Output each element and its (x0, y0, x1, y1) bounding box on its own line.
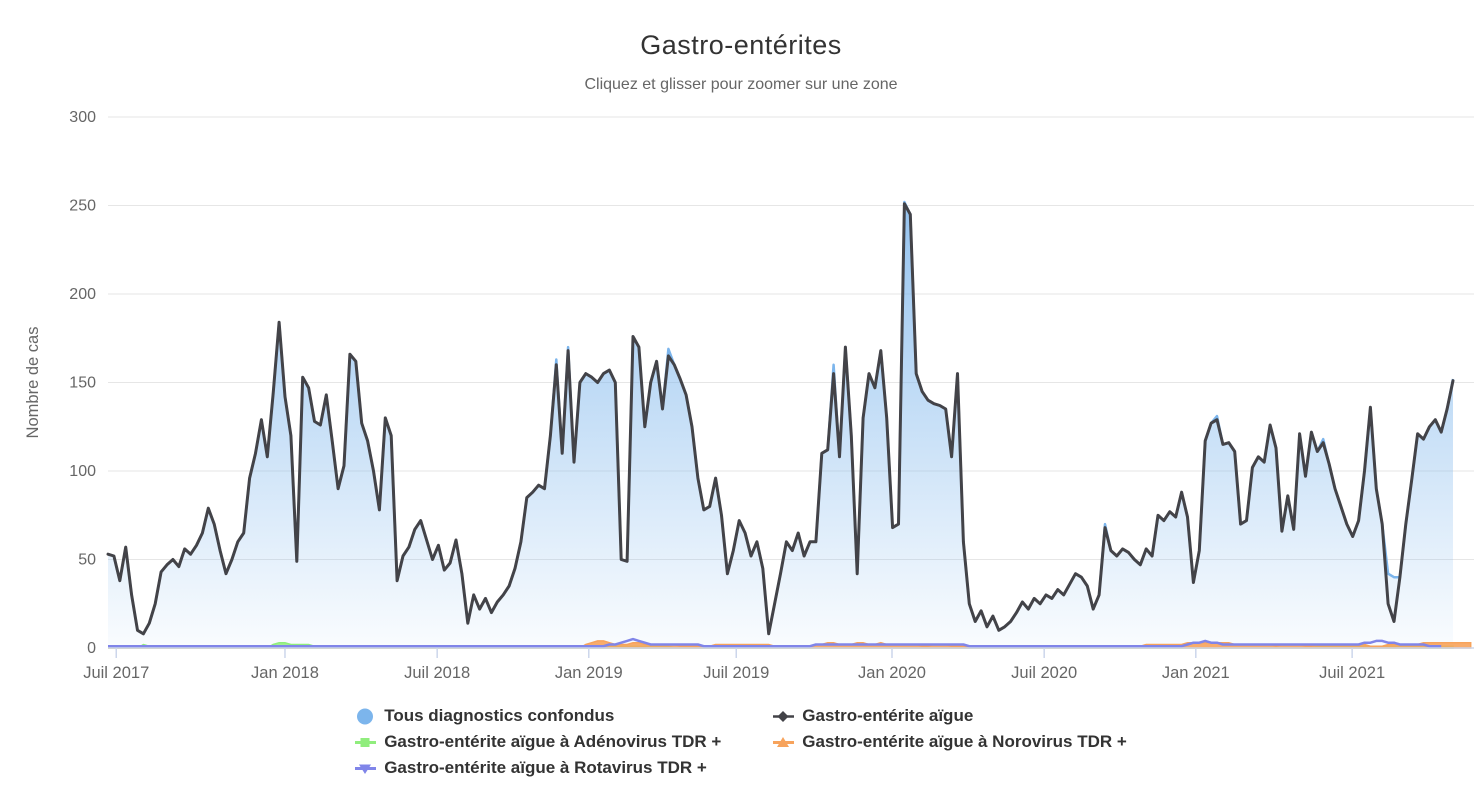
x-axis-label: Juil 2018 (404, 664, 470, 682)
y-axis-title: Nombre de cas (24, 327, 42, 439)
legend-column-left: Tous diagnostics confondus Gastro-entéri… (355, 703, 721, 781)
legend-item-norovirus[interactable]: Gastro-entérite aïgue à Norovirus TDR + (773, 729, 1127, 755)
triangle-down-marker-icon (355, 760, 377, 777)
x-axis-label: Juil 2017 (83, 664, 149, 682)
legend-item-tous-diagnostics[interactable]: Tous diagnostics confondus (355, 703, 721, 729)
legend-item-gastro-aigue[interactable]: Gastro-entérite aïgue (773, 703, 1127, 729)
y-axis-label: 200 (69, 286, 96, 303)
y-axis-label: 250 (69, 198, 96, 215)
plot-zoom-region[interactable] (108, 117, 1474, 648)
x-axis-label: Jan 2020 (858, 664, 926, 682)
y-axis-label: 0 (87, 640, 96, 657)
circle-marker-icon (355, 708, 377, 725)
legend: Tous diagnostics confondus Gastro-entéri… (0, 703, 1482, 781)
diamond-marker-icon (773, 708, 795, 725)
legend-label: Gastro-entérite aïgue à Adénovirus TDR + (384, 732, 722, 751)
legend-column-right: Gastro-entérite aïgue Gastro-entérite aï… (773, 703, 1127, 781)
x-axis-label: Juil 2021 (1319, 664, 1385, 682)
x-axis-label: Juil 2019 (703, 664, 769, 682)
y-axis-label: 300 (69, 109, 96, 126)
triangle-up-marker-icon (773, 734, 795, 751)
x-axis-label: Juil 2020 (1011, 664, 1077, 682)
chart-title: Gastro-entérites (640, 30, 842, 60)
legend-item-adenovirus[interactable]: Gastro-entérite aïgue à Adénovirus TDR + (355, 729, 721, 755)
chart-subtitle: Cliquez et glisser pour zoomer sur une z… (584, 76, 898, 93)
legend-label: Tous diagnostics confondus (384, 706, 615, 725)
square-marker-icon (355, 734, 377, 751)
x-axis-label: Jan 2021 (1162, 664, 1230, 682)
series-area-tous-diagnostics (108, 202, 1453, 648)
series-line-rotavirus (108, 637, 1442, 648)
legend-label: Gastro-entérite aïgue à Norovirus TDR + (802, 732, 1127, 751)
legend-label: Gastro-entérite aïgue (802, 706, 974, 725)
y-axis-label: 150 (69, 375, 96, 392)
x-axis-label: Jan 2019 (555, 664, 623, 682)
y-axis-label: 50 (78, 552, 96, 569)
x-axis-label: Jan 2018 (251, 664, 319, 682)
y-axis-label: 100 (69, 463, 96, 480)
series-line-gastro-aigue (106, 202, 1455, 636)
legend-item-rotavirus[interactable]: Gastro-entérite aïgue à Rotavirus TDR + (355, 755, 721, 781)
legend-label: Gastro-entérite aïgue à Rotavirus TDR + (384, 758, 707, 777)
